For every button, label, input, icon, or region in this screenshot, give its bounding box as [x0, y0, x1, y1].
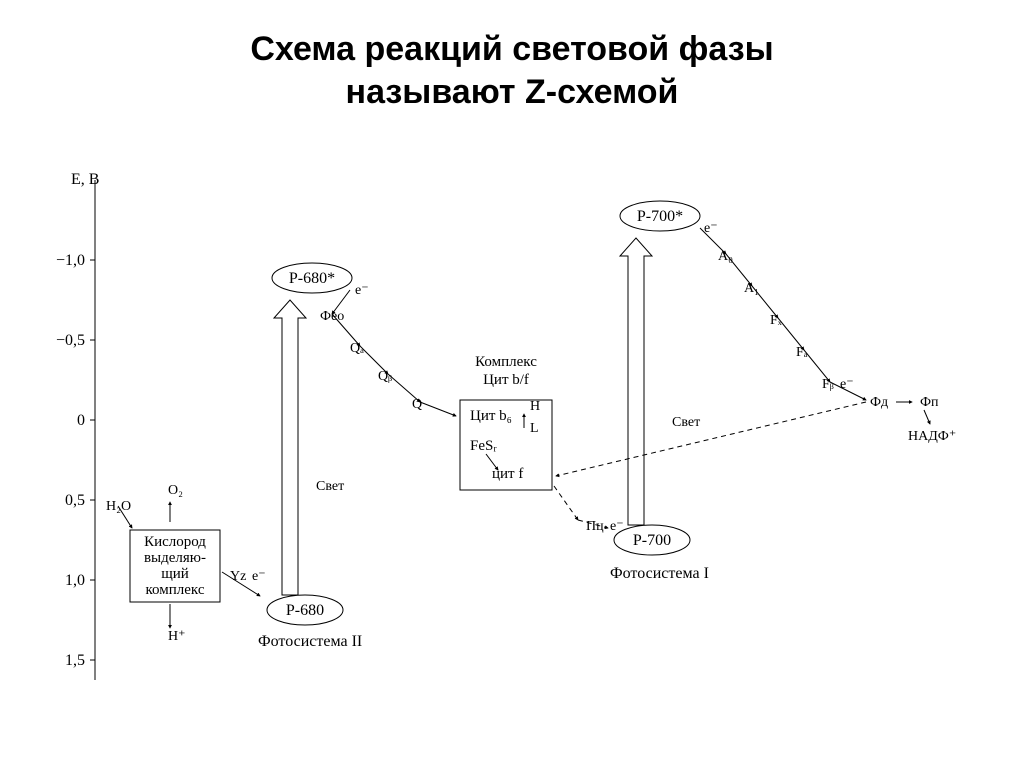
y-tick-label: 0,5	[65, 492, 85, 509]
photosystem-caption: Фотосистема I	[610, 565, 709, 582]
flow-arrow	[924, 410, 930, 424]
oec-line: комплекс	[146, 582, 205, 598]
small-label: e⁻	[840, 377, 854, 392]
small-label: H⁺	[168, 629, 186, 644]
small-label: Fₓ	[770, 313, 783, 328]
small-label: A₀	[718, 249, 733, 264]
small-label: Фп	[920, 395, 939, 410]
y-tick-label: −0,5	[56, 332, 85, 349]
small-label: Свет	[672, 415, 700, 430]
small-label: НАДФ⁺	[908, 429, 956, 444]
y-tick-label: 1,0	[65, 572, 85, 589]
small-label: Fᵦ	[822, 377, 834, 392]
cytbf-inner: FeSᵣ	[470, 438, 497, 454]
z-scheme-diagram: E, В −1,0 −0,5 0 0,5 1,0 1,5 P-680 P-680* P-700 P-…	[0, 0, 1024, 767]
small-label: O₂	[168, 483, 183, 498]
oec-line: Кислород	[144, 534, 206, 550]
cytbf-hl: H	[530, 399, 540, 414]
small-label: Qᵦ	[378, 369, 392, 384]
small-label: e⁻	[704, 221, 718, 236]
cytbf-title: Цит b/f	[483, 372, 529, 388]
small-label: Фео	[320, 309, 344, 324]
small-label: e⁻	[252, 569, 266, 584]
light-arrow-ps2-light	[274, 300, 306, 595]
node-label-p700: P-700	[633, 532, 671, 549]
cytbf-title: Комплекс	[475, 354, 537, 370]
flow-arrow-dashed	[554, 486, 578, 520]
cytbf-hl: L	[530, 421, 539, 436]
small-label: H₂O	[106, 499, 131, 514]
y-tick-label: −1,0	[56, 252, 85, 269]
flow-arrow-dashed	[556, 402, 866, 476]
small-label: Свет	[316, 479, 344, 494]
light-arrow-ps1-light	[620, 238, 652, 525]
small-label: Пц	[586, 519, 604, 534]
node-label-p700-star: P-700*	[637, 208, 683, 225]
y-axis-label: E, В	[71, 171, 99, 188]
flow-arrow	[420, 402, 456, 416]
node-label-p680-star: P-680*	[289, 270, 335, 287]
small-label: e⁻	[610, 519, 624, 534]
small-label: Yz	[230, 569, 246, 584]
small-label: Qₐ	[350, 341, 364, 356]
oec-line: выделяю-	[144, 550, 206, 566]
small-label: A₁	[744, 281, 759, 296]
small-label: Fₐ	[796, 345, 808, 360]
node-label-p680: P-680	[286, 602, 324, 619]
small-label: Q	[412, 397, 422, 412]
oec-line: щий	[161, 566, 189, 582]
small-label: Фд	[870, 395, 888, 410]
y-tick-label: 1,5	[65, 652, 85, 669]
small-label: e⁻	[355, 283, 369, 298]
cytbf-inner: Цит b₆	[470, 408, 512, 424]
y-tick-label: 0	[77, 412, 85, 429]
photosystem-caption: Фотосистема II	[258, 633, 362, 650]
